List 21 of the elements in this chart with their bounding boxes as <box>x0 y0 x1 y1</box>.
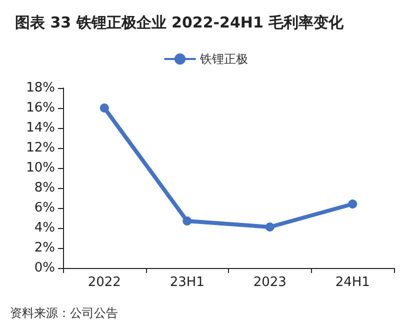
y-tick-label: 2% <box>34 240 55 256</box>
y-tick-label: 12% <box>26 140 55 156</box>
y-tick-label: 16% <box>26 100 55 116</box>
chart-title: 图表 33 铁锂正极企业 2022-24H1 毛利率变化 <box>15 14 345 32</box>
y-tick-label: 4% <box>34 220 55 236</box>
x-tick-label: 2022 <box>88 275 121 290</box>
legend-label: 铁锂正极 <box>199 52 248 66</box>
y-tick-label: 8% <box>34 180 55 196</box>
point <box>265 222 274 232</box>
y-tick-label: 10% <box>26 160 55 176</box>
y-tick-label: 6% <box>34 200 55 216</box>
point <box>348 200 358 208</box>
y-tick-label: 0% <box>34 260 55 276</box>
x-tick-label: 23H1 <box>170 275 204 290</box>
point <box>100 104 109 112</box>
x-tick-label: 24H1 <box>335 275 370 290</box>
x-tick-label: 2023 <box>253 275 286 290</box>
point <box>182 216 192 226</box>
y-tick-label: 18% <box>26 80 55 96</box>
text: 资料来源：公司公告 <box>10 306 118 320</box>
y-tick-label: 14% <box>26 120 55 136</box>
